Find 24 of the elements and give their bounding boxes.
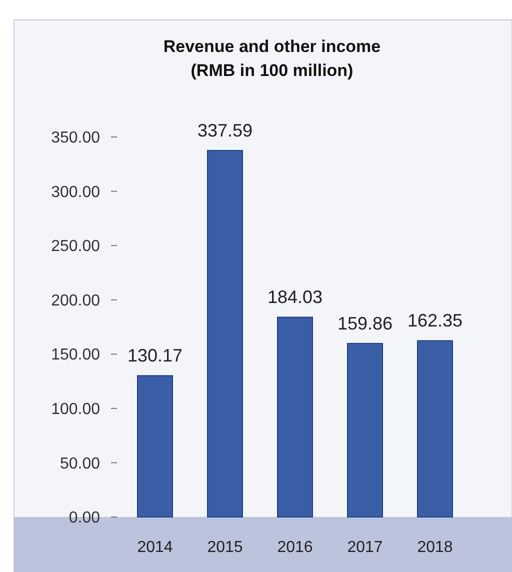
bar	[137, 375, 173, 518]
data-label: 337.59	[197, 120, 253, 140]
x-tick-label: 2016	[277, 539, 313, 556]
bar	[277, 316, 313, 518]
data-label: 159.86	[337, 313, 393, 334]
data-label: 184.03	[267, 287, 323, 308]
y-tick-label: 250.00	[51, 238, 100, 256]
bar	[207, 150, 243, 518]
x-tick-label: 2015	[207, 539, 243, 556]
data-label: 130.17	[127, 346, 183, 366]
y-tick-label: 200.00	[51, 292, 100, 310]
x-tick-label: 2018	[417, 539, 453, 556]
bar	[347, 342, 383, 518]
x-tick-label: 2014	[137, 539, 173, 556]
y-tick-label: 100.00	[51, 401, 100, 418]
y-tick-label: 150.00	[51, 346, 100, 364]
y-tick-label: 300.00	[51, 184, 100, 201]
chart-title: Revenue and other income (RMB in 100 million)	[163, 37, 381, 80]
y-tick-label: 350.00	[51, 130, 100, 147]
bar	[417, 340, 453, 518]
x-tick-label: 2017	[347, 539, 383, 556]
data-label: 162.35	[407, 310, 463, 331]
y-tick-label: 0.00	[68, 510, 100, 527]
y-tick-label: 50.00	[60, 455, 100, 472]
